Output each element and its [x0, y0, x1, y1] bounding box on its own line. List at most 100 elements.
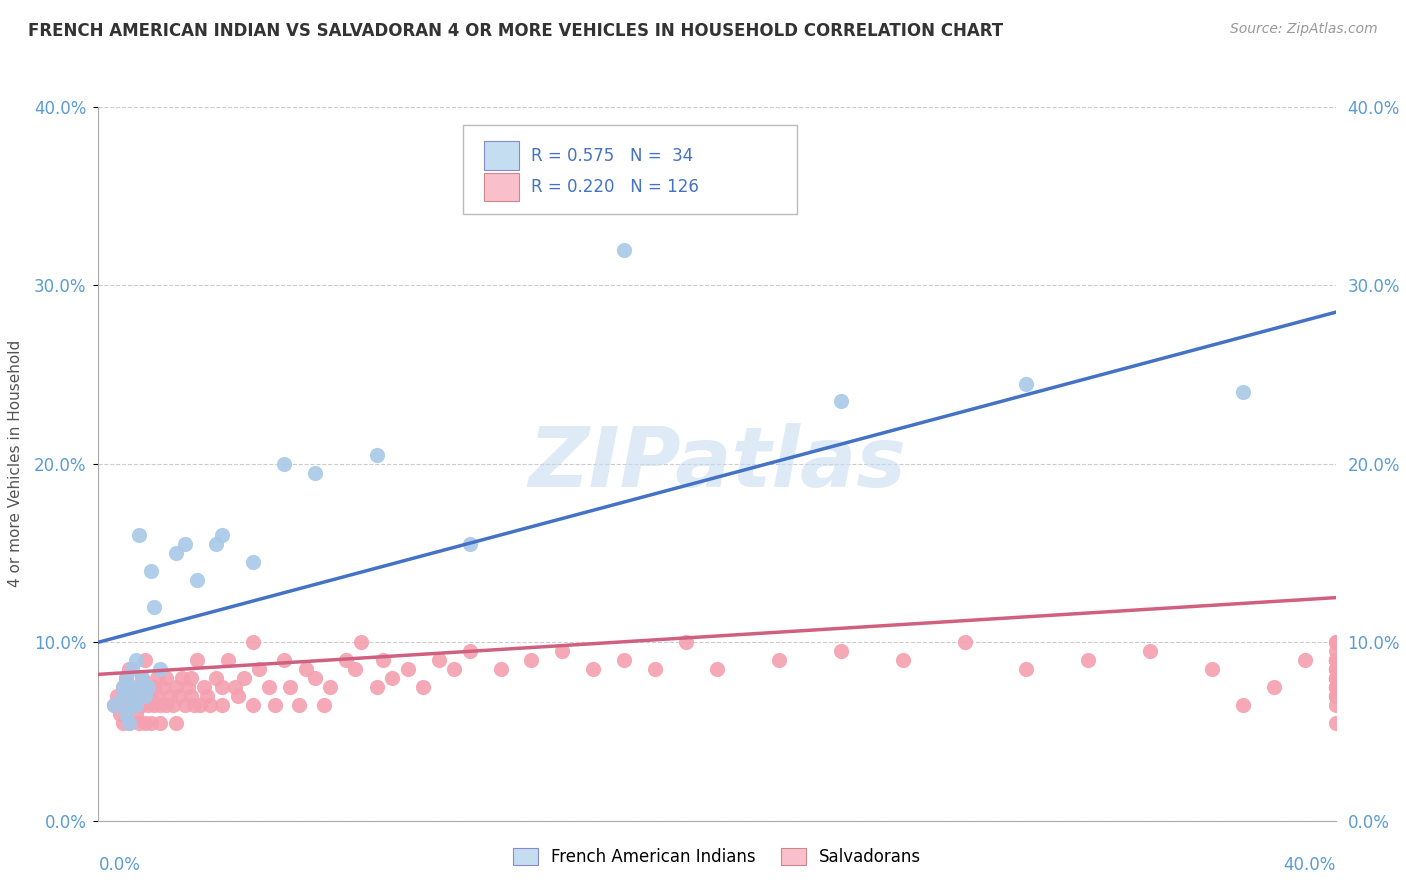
Point [115, 698, 138, 712]
Point [1294, 653, 1316, 667]
Point [1324, 689, 1347, 703]
Point [108, 706, 131, 721]
Point [131, 671, 153, 685]
Point [155, 698, 177, 712]
Point [830, 394, 852, 409]
Point [1324, 680, 1347, 694]
Point [136, 680, 159, 694]
Point [103, 698, 125, 712]
Point [115, 706, 138, 721]
Point [118, 662, 141, 676]
Point [1263, 680, 1285, 694]
Point [165, 680, 187, 694]
Point [381, 671, 404, 685]
Point [319, 680, 342, 694]
Point [263, 698, 285, 712]
Point [304, 671, 326, 685]
Point [1324, 635, 1347, 649]
Point [186, 653, 208, 667]
Point [143, 698, 166, 712]
Point [613, 653, 636, 667]
Text: 40.0%: 40.0% [1284, 856, 1336, 874]
Point [768, 653, 790, 667]
Point [1324, 653, 1347, 667]
Point [193, 680, 215, 694]
Point [128, 680, 150, 694]
Point [121, 689, 143, 703]
Point [134, 653, 156, 667]
Text: 0.0%: 0.0% [98, 856, 141, 874]
Point [118, 680, 141, 694]
Point [205, 671, 228, 685]
Point [830, 644, 852, 658]
Legend: French American Indians, Salvadorans: French American Indians, Salvadorans [506, 841, 928, 873]
Point [128, 715, 150, 730]
Point [226, 689, 249, 703]
FancyBboxPatch shape [485, 173, 519, 202]
Point [143, 680, 166, 694]
Point [121, 698, 143, 712]
Point [443, 662, 465, 676]
Point [1015, 662, 1038, 676]
Point [149, 698, 172, 712]
Point [644, 662, 666, 676]
Point [1324, 653, 1347, 667]
Point [128, 528, 150, 542]
Point [124, 689, 146, 703]
Point [211, 698, 233, 712]
Point [288, 698, 311, 712]
Point [1324, 662, 1347, 676]
Point [146, 671, 169, 685]
Point [152, 680, 174, 694]
Text: FRENCH AMERICAN INDIAN VS SALVADORAN 4 OR MORE VEHICLES IN HOUSEHOLD CORRELATION: FRENCH AMERICAN INDIAN VS SALVADORAN 4 O… [28, 22, 1004, 40]
Text: R = 0.220   N = 126: R = 0.220 N = 126 [531, 178, 699, 196]
Point [155, 671, 177, 685]
Point [1324, 680, 1347, 694]
Point [304, 466, 326, 480]
Point [174, 698, 197, 712]
Point [149, 715, 172, 730]
Point [134, 689, 156, 703]
Point [180, 671, 202, 685]
Point [1324, 671, 1347, 685]
Point [136, 680, 159, 694]
Point [1324, 662, 1347, 676]
Point [242, 555, 264, 569]
Point [1324, 680, 1347, 694]
Point [134, 715, 156, 730]
Point [118, 715, 141, 730]
Point [1324, 698, 1347, 712]
Point [396, 662, 419, 676]
Point [118, 689, 141, 703]
Point [891, 653, 914, 667]
Point [177, 680, 200, 694]
Point [335, 653, 357, 667]
Point [180, 689, 202, 703]
Point [1201, 662, 1223, 676]
Point [1324, 689, 1347, 703]
Point [427, 653, 450, 667]
Point [128, 680, 150, 694]
Point [1324, 671, 1347, 685]
Point [124, 706, 146, 721]
Point [183, 698, 205, 712]
Point [143, 599, 166, 614]
Point [124, 698, 146, 712]
Point [134, 689, 156, 703]
Point [159, 689, 181, 703]
Point [458, 537, 481, 551]
Point [1324, 644, 1347, 658]
Point [366, 448, 388, 462]
Point [1232, 698, 1254, 712]
Point [1324, 635, 1347, 649]
Point [162, 698, 184, 712]
Text: ZIPatlas: ZIPatlas [529, 424, 905, 504]
Point [112, 689, 135, 703]
Point [112, 680, 135, 694]
Point [112, 680, 135, 694]
Point [247, 662, 270, 676]
Point [211, 528, 233, 542]
Point [953, 635, 976, 649]
Point [273, 457, 295, 471]
Text: R = 0.575   N =  34: R = 0.575 N = 34 [531, 146, 693, 164]
